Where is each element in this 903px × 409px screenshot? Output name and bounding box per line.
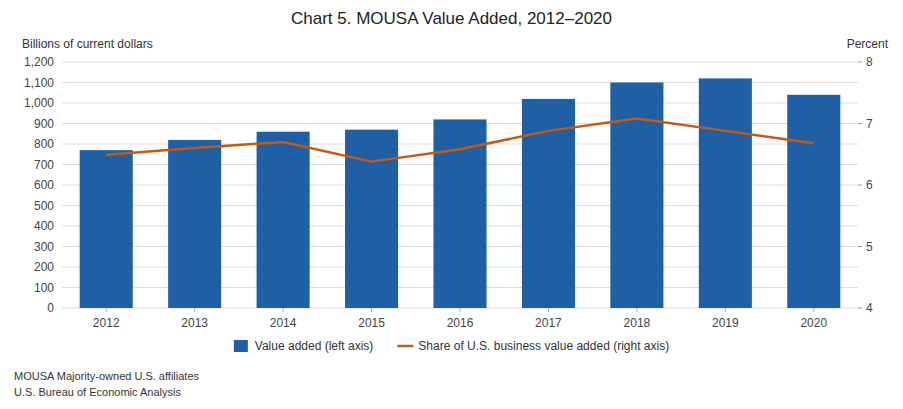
x-tick	[283, 308, 284, 312]
y2-tick-label: 7	[866, 117, 873, 131]
x-tick	[813, 308, 814, 312]
x-tick-label: 2018	[624, 316, 651, 330]
y2-tick	[858, 308, 862, 309]
x-tick	[725, 308, 726, 312]
x-tick-label: 2020	[800, 316, 827, 330]
y-tick-label: 400	[34, 219, 54, 233]
x-tick-label: 2014	[270, 316, 297, 330]
bar	[433, 119, 486, 308]
axes: 0 100 200 300 400 500 600 700 800 900 1,000 1,100 1,…	[24, 55, 873, 330]
y-tick-label: 0	[47, 301, 54, 315]
x-tick	[548, 308, 549, 312]
bar	[699, 78, 752, 308]
marks	[80, 78, 841, 308]
bar	[80, 150, 133, 308]
legend-item: Value added (left axis)	[234, 339, 374, 353]
legend-swatch	[397, 345, 413, 348]
title: Chart 5. MOUSA Value Added, 2012–2020	[291, 9, 612, 28]
y2-tick	[858, 185, 862, 186]
y2-tick	[858, 123, 862, 124]
footnote: U.S. Bureau of Economic Analysis	[14, 386, 181, 398]
y2-tick-label: 6	[866, 178, 873, 192]
y-tick-label: 500	[34, 199, 54, 213]
y2-tick	[858, 62, 862, 63]
y2-tick	[858, 246, 862, 247]
y2-tick-label: 8	[866, 55, 873, 69]
x-tick-label: 2016	[447, 316, 474, 330]
y-tick-label: 800	[34, 137, 54, 151]
y-axis-label: Billions of current dollars	[22, 37, 153, 51]
y-tick-label: 1,100	[24, 76, 54, 90]
x-tick-label: 2017	[535, 316, 562, 330]
x-tick-label: 2012	[93, 316, 120, 330]
legend: Value added (left axis) Share of U.S. bus…	[234, 339, 669, 353]
bar	[787, 95, 840, 308]
chart: Chart 5. MOUSA Value Added, 2012–2020 Bil…	[0, 0, 903, 409]
x-tick	[460, 308, 461, 312]
bar	[168, 140, 221, 308]
legend-item: Share of U.S. business value added (righ…	[397, 339, 669, 353]
legend-label: Value added (left axis)	[255, 339, 374, 353]
y-tick-label: 900	[34, 117, 54, 131]
x-tick	[194, 308, 195, 312]
x-tick	[106, 308, 107, 312]
bar	[257, 132, 310, 308]
y-tick-label: 300	[34, 240, 54, 254]
y2-tick-label: 4	[866, 301, 873, 315]
y-tick-label: 700	[34, 158, 54, 172]
x-tick-label: 2015	[358, 316, 385, 330]
y-tick-label: 200	[34, 260, 54, 274]
y2-axis-label: Percent	[847, 37, 889, 51]
x-tick	[636, 308, 637, 312]
y-tick-label: 1,000	[24, 96, 54, 110]
y2-tick-label: 5	[866, 240, 873, 254]
y-tick-label: 100	[34, 281, 54, 295]
y-tick-label: 1,200	[24, 55, 54, 69]
line	[106, 119, 814, 162]
grid-line	[62, 62, 858, 63]
legend-swatch	[234, 340, 248, 352]
x-tick-label: 2019	[712, 316, 739, 330]
grid	[62, 62, 858, 308]
y-tick-label: 600	[34, 178, 54, 192]
footnote: MOUSA Majority-owned U.S. affiliates	[14, 370, 200, 382]
x-tick	[371, 308, 372, 312]
legend-label: Share of U.S. business value added (righ…	[418, 339, 669, 353]
bar	[610, 83, 663, 309]
x-tick-label: 2013	[181, 316, 208, 330]
